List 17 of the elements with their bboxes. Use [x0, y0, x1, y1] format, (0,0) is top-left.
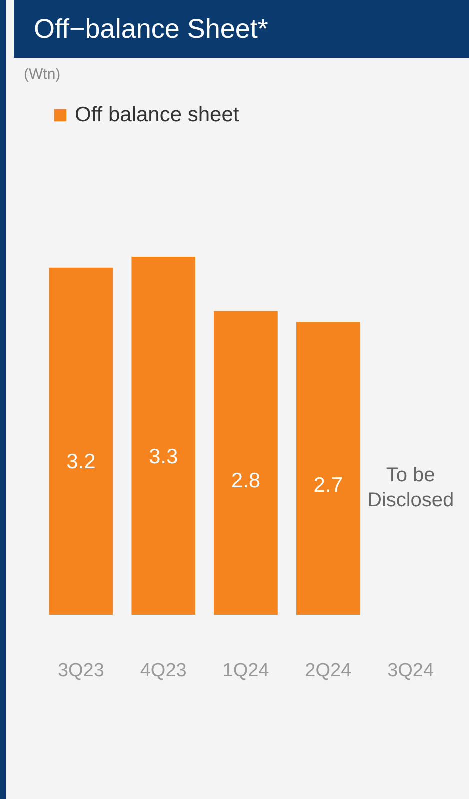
x-tick-label: 4Q23 [140, 660, 187, 682]
data-label: 3.2 [66, 450, 96, 474]
text: (Wtn) [24, 66, 61, 83]
data-label: 2.8 [231, 469, 261, 492]
data-label: 3.3 [149, 445, 178, 468]
x-tick-label: 1Q24 [222, 660, 270, 682]
x-tick-label: 2Q24 [305, 660, 352, 682]
bar [296, 322, 360, 615]
x-tick-label: 3Q23 [58, 660, 104, 682]
chart-title: Off−balance Sheet* [14, 0, 469, 58]
bar [49, 268, 114, 615]
x-tick-label: 3Q24 [388, 660, 434, 682]
legend-label: Off balance sheet [75, 104, 240, 126]
bar [132, 257, 196, 615]
annotation: To be Disclosed [367, 464, 454, 512]
bar [214, 311, 278, 615]
data-label: 2.7 [314, 474, 343, 498]
